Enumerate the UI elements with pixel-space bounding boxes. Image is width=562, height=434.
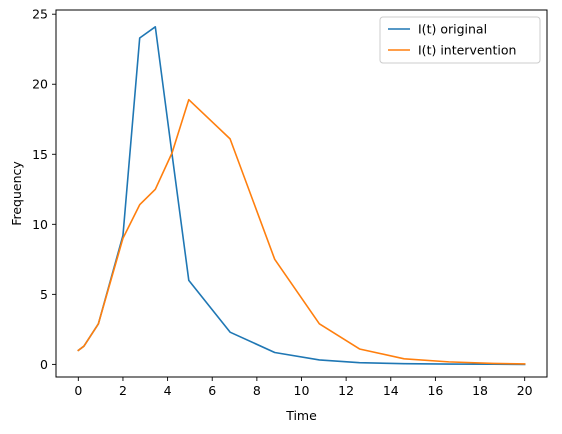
y-tick-label: 20 [32, 77, 48, 92]
y-tick-label: 10 [32, 217, 48, 232]
y-axis-ticks: 0 5 10 15 20 25 [32, 7, 56, 372]
y-tick-label: 25 [32, 7, 48, 22]
legend-box [379, 16, 541, 64]
x-tick-label: 16 [427, 383, 443, 398]
x-tick-label: 12 [338, 383, 354, 398]
x-tick-label: 0 [74, 383, 82, 398]
series-line-2 [77, 98, 526, 365]
y-tick-label: 0 [40, 357, 48, 372]
x-tick-label: 14 [383, 383, 399, 398]
series-layer [77, 26, 526, 366]
x-tick-label: 6 [208, 383, 216, 398]
legend-entry-2: I(t) intervention [418, 43, 516, 58]
legend: I(t) original I(t) intervention [379, 16, 541, 64]
y-axis-label: Frequency [9, 161, 24, 226]
x-tick-label: 2 [119, 383, 127, 398]
x-tick-label: 8 [253, 383, 261, 398]
x-tick-label: 18 [472, 383, 488, 398]
x-axis-ticks: 0 2 4 6 8 10 12 14 16 18 20 [74, 377, 533, 398]
legend-entry-1: I(t) original [418, 22, 487, 37]
x-tick-label: 20 [517, 383, 533, 398]
x-tick-label: 10 [294, 383, 310, 398]
x-axis-label: Time [285, 408, 317, 423]
plot-area [55, 9, 548, 378]
y-tick-label: 5 [40, 287, 48, 302]
x-tick-label: 4 [164, 383, 172, 398]
y-tick-label: 15 [32, 147, 48, 162]
